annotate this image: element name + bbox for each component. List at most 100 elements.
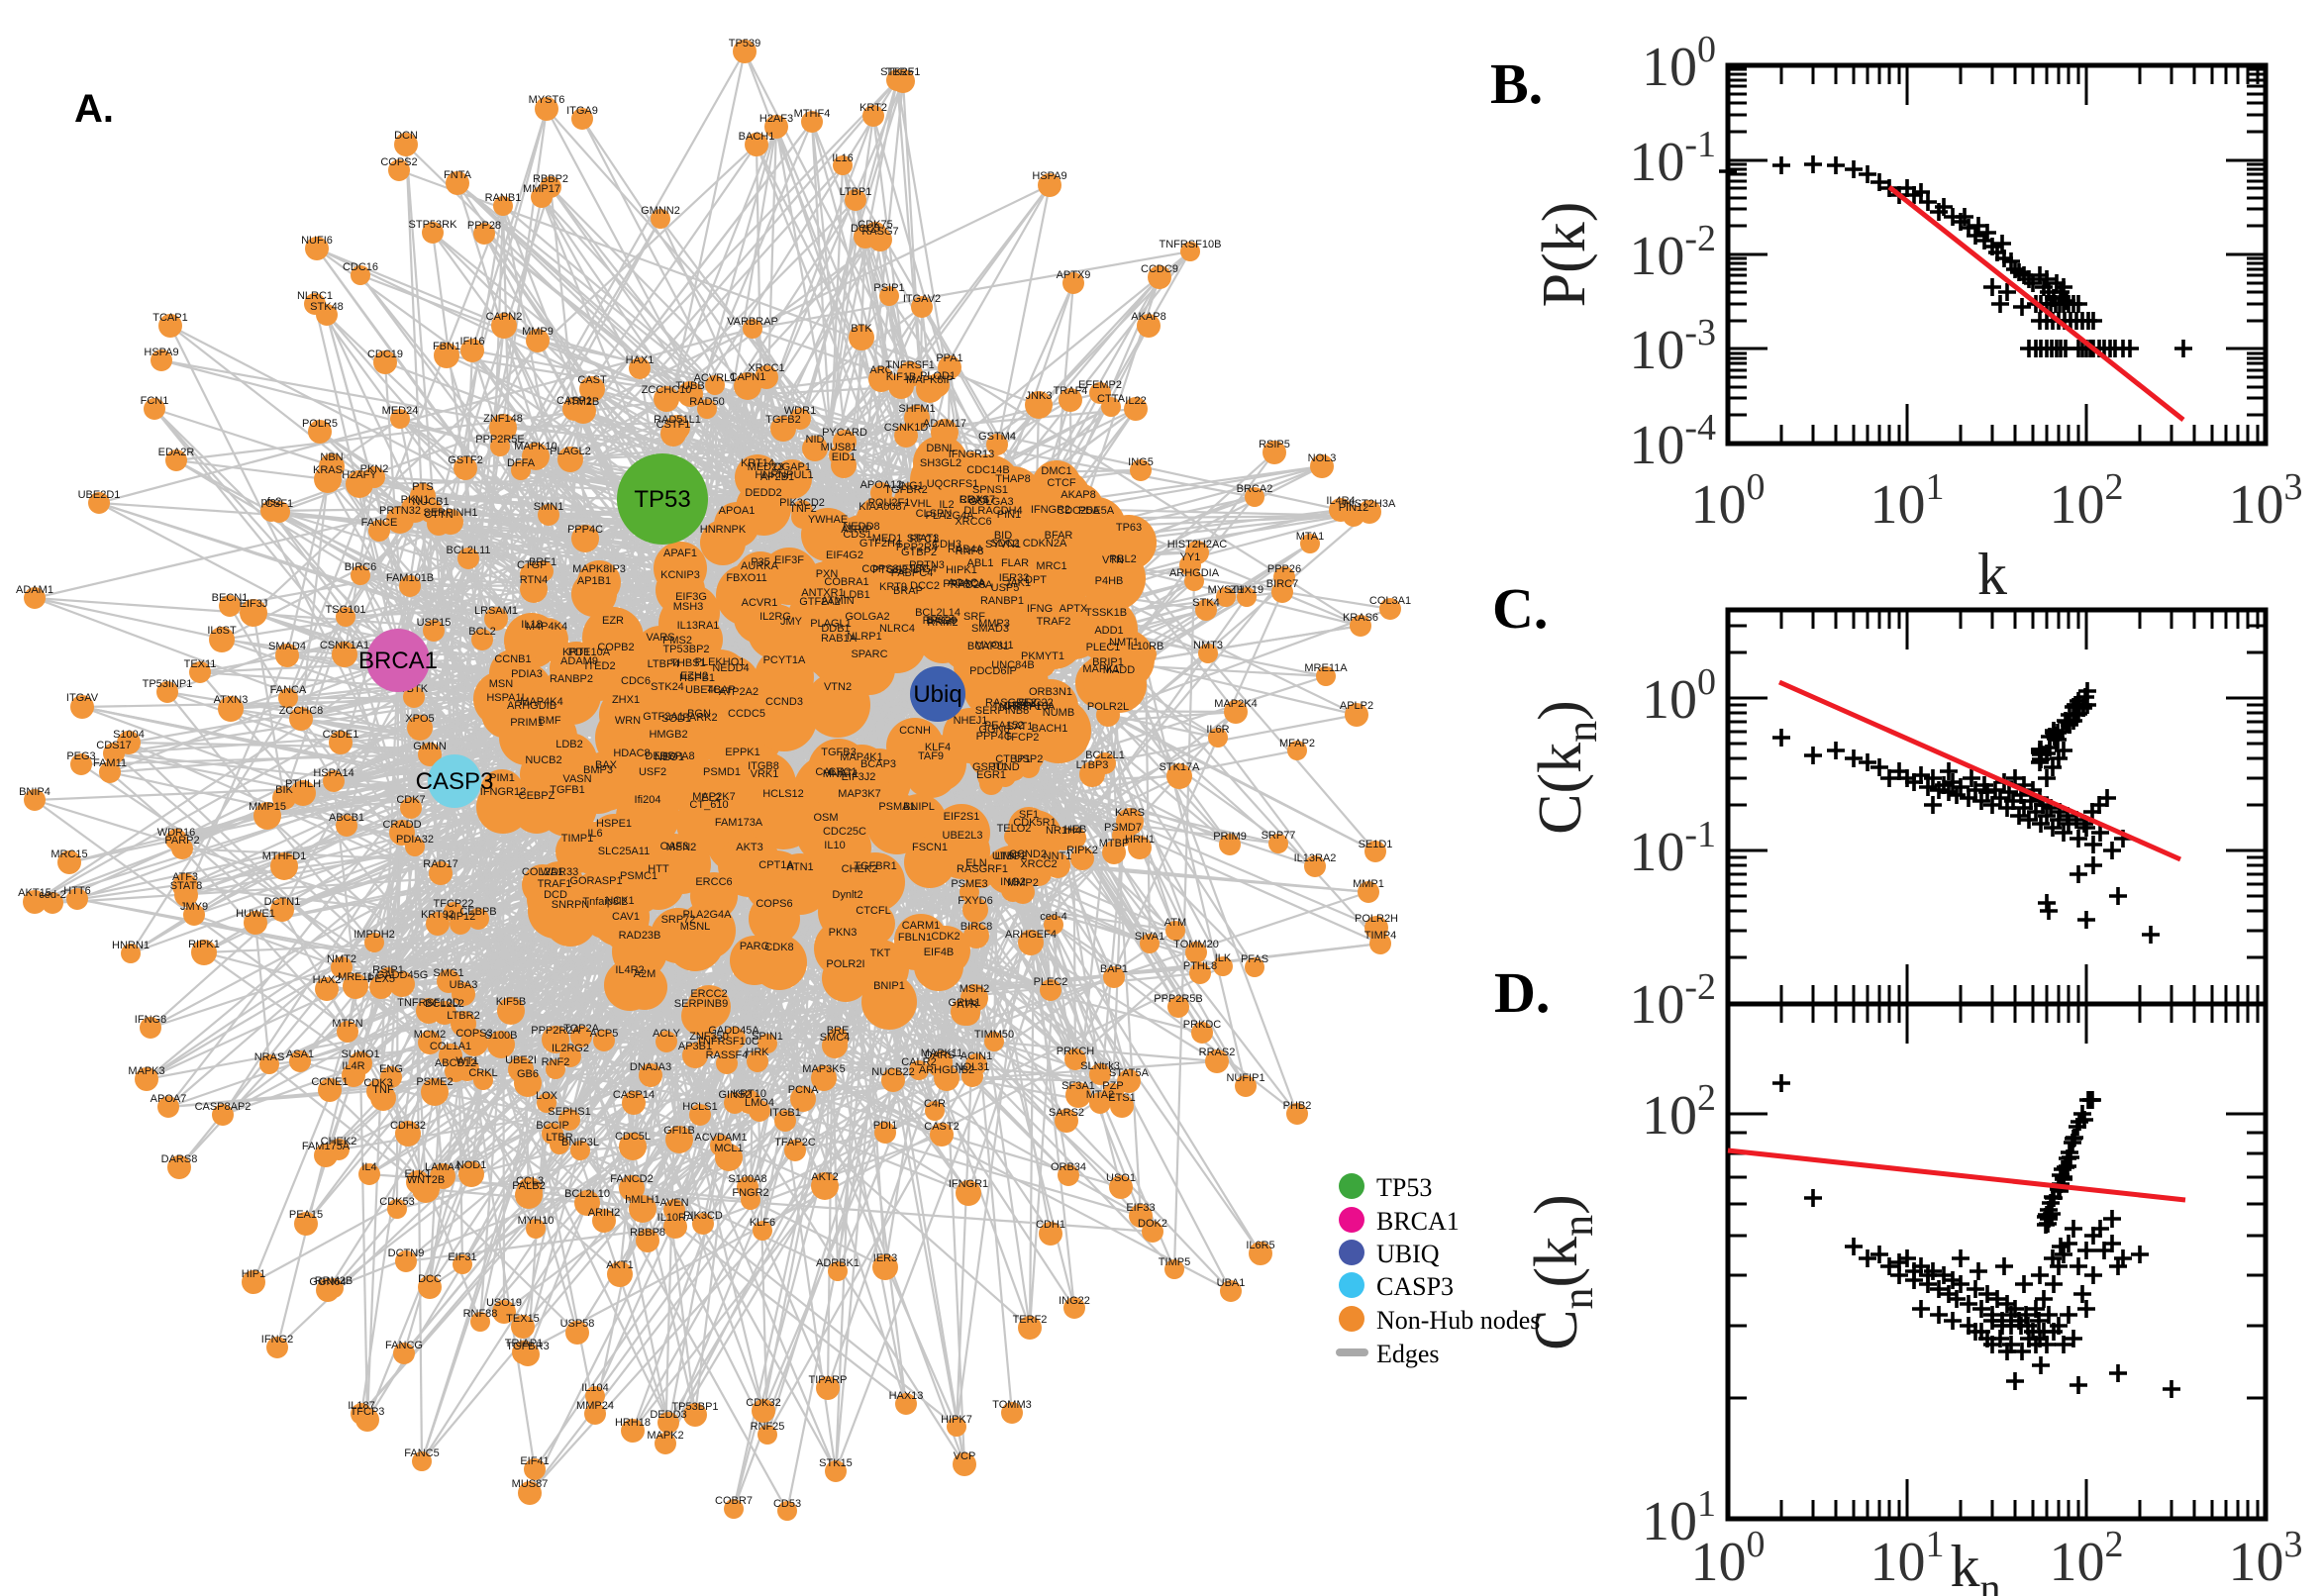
svg-text:TGFB1: TGFB1 bbox=[550, 784, 584, 796]
svg-text:THBS1: THBS1 bbox=[670, 657, 705, 669]
svg-text:BNIP3L: BNIP3L bbox=[561, 1137, 599, 1148]
svg-text:TGFBR2: TGFBR2 bbox=[884, 484, 927, 496]
svg-text:MTPN: MTPN bbox=[332, 1018, 362, 1030]
svg-text:FAM11: FAM11 bbox=[93, 757, 127, 769]
svg-text:PTHL8: PTHL8 bbox=[1183, 960, 1217, 972]
svg-text:RIPK2: RIPK2 bbox=[1066, 845, 1098, 856]
svg-text:EIF4B: EIF4B bbox=[924, 947, 955, 958]
svg-text:SLNtrk3: SLNtrk3 bbox=[1080, 1060, 1120, 1072]
svg-text:MAP2K4: MAP2K4 bbox=[1214, 698, 1257, 710]
svg-text:HSPA9: HSPA9 bbox=[1032, 170, 1066, 182]
svg-text:DPT: DPT bbox=[1025, 574, 1047, 586]
svg-text:FANC5: FANC5 bbox=[404, 1447, 439, 1459]
svg-text:FBXO11: FBXO11 bbox=[726, 572, 766, 584]
svg-text:COPS6: COPS6 bbox=[756, 898, 792, 910]
svg-text:HIP1: HIP1 bbox=[242, 1268, 265, 1280]
svg-text:TOMM20: TOMM20 bbox=[1173, 939, 1219, 950]
svg-text:MCL1: MCL1 bbox=[714, 1143, 743, 1154]
svg-text:IFNG2: IFNG2 bbox=[261, 1334, 293, 1346]
svg-text:CTCF: CTCF bbox=[1047, 477, 1076, 489]
svg-text:BAP1: BAP1 bbox=[1100, 963, 1128, 975]
svg-text:CCND3: CCND3 bbox=[765, 696, 803, 708]
svg-text:BRCA1: BRCA1 bbox=[358, 648, 438, 674]
svg-text:SARS2: SARS2 bbox=[1049, 1107, 1084, 1119]
svg-text:MTHF4: MTHF4 bbox=[794, 108, 831, 120]
svg-text:IL10RA: IL10RA bbox=[657, 1212, 694, 1224]
svg-text:RNF2: RNF2 bbox=[542, 1056, 570, 1068]
svg-text:FAM173A: FAM173A bbox=[715, 817, 763, 829]
svg-text:SMN1: SMN1 bbox=[534, 501, 564, 513]
svg-text:TNFRSF10B: TNFRSF10B bbox=[1160, 239, 1222, 250]
svg-text:IL10RB: IL10RB bbox=[1128, 641, 1164, 652]
svg-text:GMNN2: GMNN2 bbox=[641, 205, 680, 217]
svg-text:POU2F1: POU2F1 bbox=[868, 497, 911, 509]
svg-text:STK17A: STK17A bbox=[1160, 761, 1201, 773]
svg-text:CD53: CD53 bbox=[773, 1498, 801, 1510]
svg-text:RRAS2: RRAS2 bbox=[1199, 1047, 1236, 1058]
svg-text:TNFRSF10D: TNFRSF10D bbox=[397, 997, 460, 1009]
svg-text:AURKA: AURKA bbox=[741, 560, 779, 572]
svg-text:TRIAP1: TRIAP1 bbox=[505, 1338, 544, 1349]
svg-text:MRC15: MRC15 bbox=[50, 848, 87, 860]
svg-text:CDH1: CDH1 bbox=[1036, 1219, 1065, 1231]
svg-text:SMG1: SMG1 bbox=[433, 967, 463, 979]
svg-text:HTT: HTT bbox=[648, 863, 669, 875]
svg-text:JMY9: JMY9 bbox=[180, 901, 208, 913]
svg-text:APLP2: APLP2 bbox=[1340, 700, 1373, 712]
svg-text:APAF1: APAF1 bbox=[663, 548, 697, 559]
svg-text:WRN: WRN bbox=[615, 715, 641, 727]
svg-text:CCNB1: CCNB1 bbox=[494, 653, 531, 665]
svg-text:LDB1: LDB1 bbox=[843, 589, 870, 601]
svg-text:CRADD: CRADD bbox=[382, 819, 421, 831]
svg-text:AKT3: AKT3 bbox=[736, 842, 763, 853]
svg-text:COPB2: COPB2 bbox=[597, 642, 634, 653]
svg-text:AKT15: AKT15 bbox=[18, 887, 51, 899]
svg-text:MMP1: MMP1 bbox=[1353, 878, 1384, 890]
svg-text:CASP3: CASP3 bbox=[416, 768, 494, 795]
svg-text:BCL2L11: BCL2L11 bbox=[446, 545, 490, 556]
svg-text:ADAM9: ADAM9 bbox=[560, 655, 598, 667]
svg-text:ENG: ENG bbox=[379, 1063, 403, 1075]
svg-text:KRAS6: KRAS6 bbox=[1343, 612, 1378, 624]
svg-text:KIF5B: KIF5B bbox=[496, 996, 527, 1008]
svg-text:FNGR2: FNGR2 bbox=[732, 1187, 768, 1199]
svg-text:LDB2: LDB2 bbox=[556, 739, 583, 750]
svg-text:DFFA: DFFA bbox=[507, 457, 536, 469]
svg-text:CASP1: CASP1 bbox=[556, 395, 592, 407]
svg-text:AKT1: AKT1 bbox=[606, 1259, 634, 1271]
svg-text:KIF1B: KIF1B bbox=[886, 371, 917, 383]
svg-text:HIPK1: HIPK1 bbox=[946, 564, 977, 576]
svg-text:IL13RA2: IL13RA2 bbox=[1294, 852, 1337, 864]
svg-text:CDC25C: CDC25C bbox=[823, 826, 866, 838]
svg-text:BCL2L1: BCL2L1 bbox=[1085, 749, 1125, 761]
svg-text:MAP4K4: MAP4K4 bbox=[520, 696, 562, 708]
svg-text:BTK: BTK bbox=[851, 323, 872, 335]
svg-text:TNFRSF1: TNFRSF1 bbox=[885, 359, 935, 371]
svg-text:P(k): P(k) bbox=[1531, 202, 1598, 308]
svg-text:UBE2I: UBE2I bbox=[505, 1054, 537, 1066]
svg-text:MSNL: MSNL bbox=[680, 921, 711, 933]
svg-text:TNFRSF10A: TNFRSF10A bbox=[993, 701, 1057, 713]
svg-text:BCCIP: BCCIP bbox=[536, 1120, 569, 1132]
svg-text:PPP2R2A: PPP2R2A bbox=[531, 1025, 580, 1037]
svg-text:UBE2D1: UBE2D1 bbox=[78, 489, 121, 501]
svg-text:UQCRFS1: UQCRFS1 bbox=[927, 478, 979, 490]
svg-text:FBLN1: FBLN1 bbox=[898, 932, 932, 944]
svg-text:BIRC6: BIRC6 bbox=[345, 561, 376, 573]
svg-text:EZH2: EZH2 bbox=[680, 670, 708, 682]
svg-text:RBBP8: RBBP8 bbox=[630, 1227, 665, 1239]
svg-text:Dynlt2: Dynlt2 bbox=[832, 889, 862, 901]
svg-text:MAPK2: MAPK2 bbox=[647, 1430, 683, 1442]
svg-text:FANCD2: FANCD2 bbox=[610, 1173, 653, 1185]
svg-text:KRT9: KRT9 bbox=[879, 581, 907, 593]
svg-text:RASGRF1: RASGRF1 bbox=[957, 863, 1008, 875]
svg-text:PLEC1: PLEC1 bbox=[1086, 642, 1121, 653]
svg-text:PRTN32: PRTN32 bbox=[379, 505, 421, 517]
svg-text:ATXN3: ATXN3 bbox=[214, 694, 249, 706]
svg-text:ACVDAM1: ACVDAM1 bbox=[694, 1132, 747, 1144]
svg-text:RSIP5: RSIP5 bbox=[1259, 439, 1290, 450]
svg-text:HSPA9: HSPA9 bbox=[144, 347, 178, 358]
svg-text:MRC1: MRC1 bbox=[1036, 560, 1066, 572]
svg-text:AKAP8: AKAP8 bbox=[1131, 311, 1165, 323]
svg-text:MSH2: MSH2 bbox=[960, 983, 990, 995]
